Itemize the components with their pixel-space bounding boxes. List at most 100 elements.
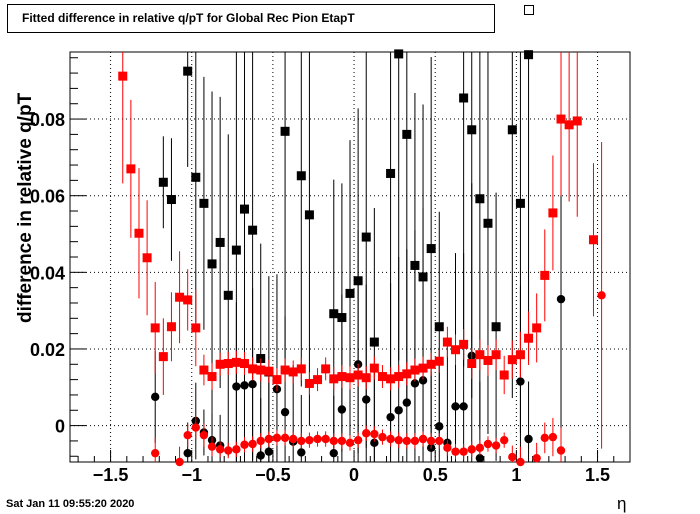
data-point	[410, 379, 420, 388]
data-point	[394, 435, 403, 445]
data-point	[475, 443, 485, 453]
data-point	[556, 294, 566, 304]
data-point	[313, 375, 323, 385]
data-point	[183, 295, 193, 305]
data-point	[264, 434, 274, 444]
data-point	[175, 457, 184, 467]
data-point	[353, 435, 363, 445]
data-point	[264, 447, 274, 456]
data-point	[435, 422, 444, 431]
data-point	[532, 323, 542, 333]
x-tick-label: 0	[349, 465, 359, 485]
data-point	[280, 407, 290, 417]
data-point	[377, 372, 387, 382]
data-point	[134, 228, 144, 238]
data-point	[150, 323, 160, 333]
data-point	[369, 337, 379, 347]
data-point	[394, 406, 403, 415]
data-point	[362, 429, 371, 438]
y-tick-label: 0.02	[30, 340, 65, 360]
data-point	[361, 232, 371, 242]
data-point	[248, 364, 258, 374]
data-point	[207, 442, 217, 451]
data-point	[386, 168, 396, 178]
data-point	[223, 290, 233, 300]
data-point	[232, 382, 241, 391]
data-point	[118, 71, 128, 81]
data-point	[483, 355, 493, 365]
data-point	[297, 436, 306, 446]
data-point	[426, 244, 436, 254]
data-point	[475, 453, 485, 463]
data-point	[516, 457, 525, 467]
data-point	[386, 374, 396, 384]
data-point	[459, 93, 469, 103]
data-point	[321, 434, 330, 444]
data-point	[369, 363, 379, 373]
x-tick-label: 1.5	[585, 465, 610, 485]
data-point	[564, 120, 574, 130]
data-point	[402, 369, 412, 379]
data-point	[434, 356, 444, 366]
data-point	[532, 453, 541, 463]
x-tick-label: −0.5	[255, 465, 291, 485]
y-axis-label: difference in relative q/pT	[15, 92, 36, 323]
data-point	[329, 309, 339, 319]
timestamp: Sat Jan 11 09:55:20 2020	[6, 498, 135, 510]
data-point	[304, 378, 314, 388]
data-point	[248, 380, 257, 389]
data-point	[248, 225, 258, 235]
data-point	[280, 433, 290, 443]
data-point	[337, 405, 347, 414]
data-point	[313, 434, 322, 444]
data-point	[434, 322, 444, 332]
data-point	[296, 171, 306, 181]
data-point	[361, 373, 371, 383]
data-point	[240, 381, 249, 390]
data-point	[183, 66, 193, 76]
data-point	[329, 436, 338, 446]
data-point	[370, 438, 379, 448]
data-point	[524, 333, 534, 343]
data-point	[362, 395, 371, 404]
data-point	[248, 439, 257, 449]
data-point	[378, 432, 387, 442]
data-point	[370, 429, 379, 439]
data-point	[288, 367, 298, 377]
data-point	[597, 291, 606, 300]
data-point	[239, 359, 249, 369]
data-point	[321, 364, 331, 374]
data-point	[256, 451, 265, 460]
data-point	[540, 270, 550, 280]
data-point	[483, 439, 493, 449]
data-point	[288, 434, 298, 444]
data-point	[418, 376, 428, 385]
data-point	[353, 370, 363, 380]
data-point	[191, 323, 201, 333]
x-tick-label: 1	[511, 465, 521, 485]
data-point	[337, 436, 347, 446]
data-point	[256, 365, 266, 375]
data-point	[175, 292, 185, 302]
data-point	[459, 402, 468, 411]
x-tick-label: −1.5	[93, 465, 129, 485]
data-point	[386, 412, 395, 422]
chart-title: Fitted difference in relative q/pT for G…	[7, 4, 495, 33]
data-point	[475, 350, 485, 360]
data-point	[500, 435, 509, 445]
data-point	[467, 359, 477, 369]
data-point	[507, 125, 517, 135]
data-point	[491, 441, 501, 450]
data-point	[264, 366, 274, 376]
data-point	[507, 355, 517, 365]
corner-box	[524, 5, 534, 15]
data-point	[524, 50, 534, 60]
data-point	[475, 194, 485, 204]
data-point	[240, 440, 249, 449]
data-point	[191, 423, 200, 432]
data-point	[215, 237, 225, 247]
data-point	[499, 370, 509, 380]
data-point	[572, 116, 582, 126]
